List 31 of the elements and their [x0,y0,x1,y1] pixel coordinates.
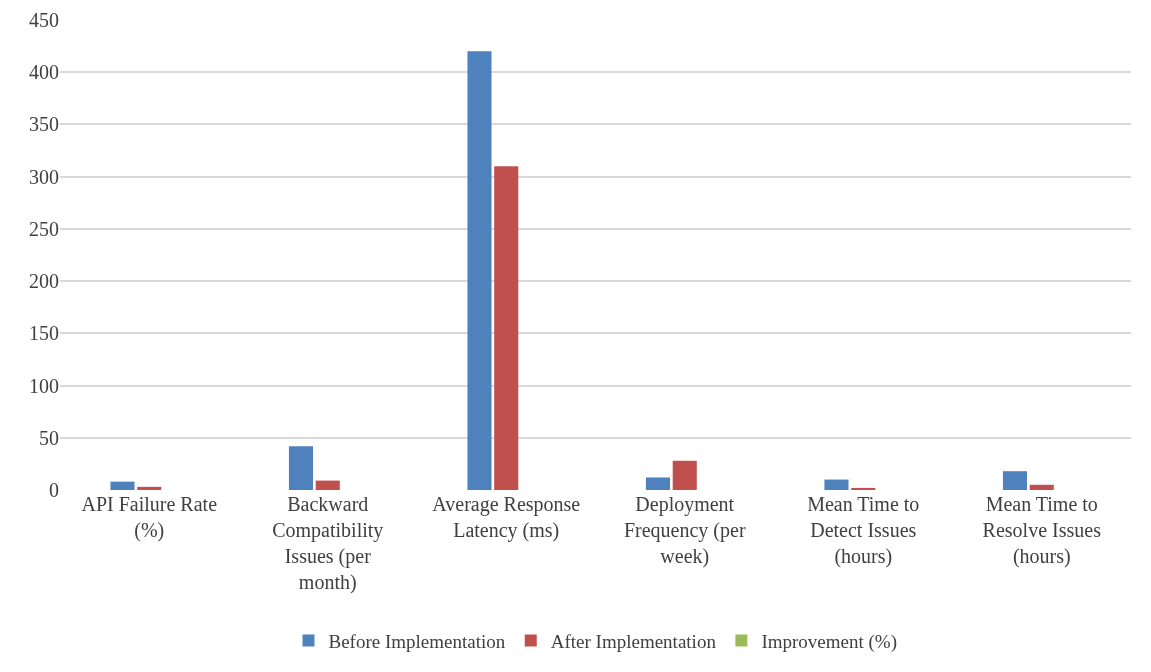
y-tick-label: 400 [29,61,59,84]
bar [672,460,697,490]
bar [137,486,162,490]
y-tick-label: 450 [29,9,59,31]
y-tick-label: 250 [29,217,59,240]
bar [824,479,849,490]
y-tick-label: 150 [29,322,59,345]
y-tick-label: 0 [49,479,59,501]
bar [645,477,671,490]
x-tick-label: Backward Compatibility Issues (per month) [272,493,384,594]
x-tick-label: Mean Time to Detect Issues (hours) [807,493,920,568]
legend-label: Improvement (%) [761,630,897,653]
bar [1029,484,1054,490]
bar [467,51,492,490]
x-tick-label: Mean Time to Resolve Issues (hours) [982,493,1102,568]
y-tick-label: 350 [29,113,59,136]
bar [494,166,519,490]
bar [110,481,135,490]
x-tick-label: Deployment Frequency (per week) [623,493,746,568]
y-tick-label: 100 [29,374,59,397]
x-tick-label: Average Response Latency (ms) [432,493,581,542]
y-tick-label: 200 [29,270,59,293]
x-tick-label: API Failure Rate (%) [81,493,218,542]
y-tick-label: 50 [39,426,59,449]
bar [315,480,340,490]
bar [288,446,314,490]
legend-label: After Implementation [550,630,717,652]
y-tick-label: 300 [29,165,59,188]
legend-label: Before Implementation [328,630,506,652]
bar [1002,471,1028,490]
bar [851,487,876,490]
